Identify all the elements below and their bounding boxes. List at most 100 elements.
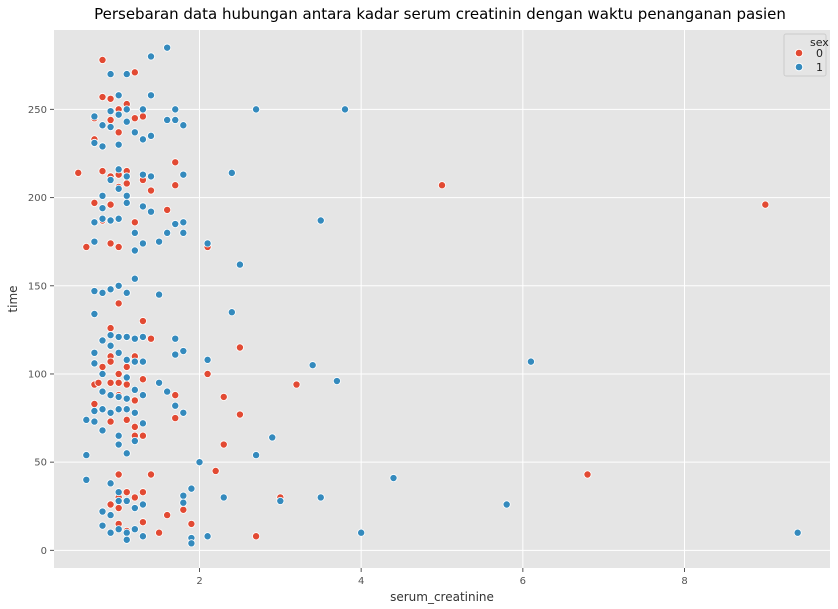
data-point-sex-1 [82,451,91,460]
data-point-sex-1 [171,105,180,114]
data-point-sex-0 [211,466,220,475]
data-points [74,43,802,548]
data-point-sex-1 [106,123,115,132]
data-point-sex-1 [90,218,99,227]
data-point-sex-0 [98,55,107,64]
data-point-sex-0 [292,380,301,389]
data-point-sex-1 [114,165,123,174]
data-point-sex-1 [98,369,107,378]
x-tick-label: 4 [358,576,364,587]
data-point-sex-1 [122,70,131,79]
data-point-sex-1 [155,237,164,246]
data-point-sex-1 [130,436,139,445]
data-point-sex-1 [82,475,91,484]
data-point-sex-0 [130,422,139,431]
data-point-sex-1 [122,332,131,341]
data-point-sex-1 [130,246,139,255]
data-point-sex-1 [793,528,802,537]
data-point-sex-1 [203,239,212,248]
data-point-sex-1 [114,332,123,341]
data-point-sex-1 [179,121,188,130]
data-point-sex-1 [122,172,131,181]
data-point-sex-0 [219,392,228,401]
data-point-sex-1 [114,525,123,534]
data-point-sex-1 [179,491,188,500]
data-point-sex-0 [583,470,592,479]
data-point-sex-1 [138,202,147,211]
data-point-sex-1 [171,220,180,229]
y-tick-label: 50 [34,458,47,469]
data-point-sex-1 [114,214,123,223]
data-point-sex-1 [122,191,131,200]
data-point-sex-0 [106,378,115,387]
data-point-sex-0 [82,242,91,251]
data-point-sex-1 [98,405,107,414]
data-point-sex-1 [146,52,155,61]
y-axis-ticks: 0 50 100 150 200 250 [28,105,54,557]
grid-lines [54,30,830,568]
data-point-sex-1 [130,525,139,534]
data-point-sex-1 [195,458,204,467]
data-point-sex-1 [130,504,139,513]
data-point-sex-1 [130,128,139,137]
data-point-sex-0 [90,198,99,207]
data-point-sex-1 [179,408,188,417]
data-point-sex-0 [114,470,123,479]
data-point-sex-0 [98,167,107,176]
plot-area [54,30,830,568]
chart-title: Persebaran data hubungan antara kadar se… [94,5,786,23]
y-tick-label: 150 [28,281,47,292]
data-point-sex-1 [171,334,180,343]
data-point-sex-1 [340,105,349,114]
data-point-sex-1 [130,357,139,366]
data-point-sex-0 [114,378,123,387]
data-point-sex-1 [90,348,99,357]
data-point-sex-1 [227,168,236,177]
data-point-sex-1 [122,198,131,207]
data-point-sex-1 [122,288,131,297]
data-point-sex-1 [106,391,115,400]
data-point-sex-1 [122,449,131,458]
data-point-sex-0 [74,168,83,177]
data-point-sex-1 [106,331,115,340]
data-point-sex-1 [332,377,341,386]
data-point-sex-1 [155,290,164,299]
data-point-sex-1 [187,539,196,548]
data-point-sex-1 [130,385,139,394]
x-axis-ticks: 2 4 6 8 [196,568,688,587]
data-point-sex-1 [114,184,123,193]
data-point-sex-0 [130,493,139,502]
data-point-sex-1 [106,408,115,417]
x-tick-label: 6 [520,576,526,587]
data-point-sex-0 [171,181,180,190]
data-point-sex-1 [122,394,131,403]
data-point-sex-1 [122,405,131,414]
data-point-sex-1 [138,105,147,114]
data-point-sex-1 [114,405,123,414]
data-point-sex-1 [90,138,99,147]
data-point-sex-0 [163,511,172,520]
data-point-sex-1 [316,216,325,225]
data-point-sex-1 [227,308,236,317]
data-point-sex-1 [357,528,366,537]
data-point-sex-0 [187,519,196,528]
data-point-sex-0 [761,200,770,209]
data-point-sex-1 [106,70,115,79]
data-point-sex-1 [155,378,164,387]
data-point-sex-1 [130,228,139,237]
data-point-sex-1 [163,115,172,124]
data-point-sex-1 [146,131,155,140]
data-point-sex-1 [122,496,131,505]
data-point-sex-1 [98,204,107,213]
data-point-sex-1 [389,474,398,483]
data-point-sex-0 [130,68,139,77]
data-point-sex-1 [122,528,131,537]
data-point-sex-0 [171,414,180,423]
data-point-sex-1 [98,521,107,530]
data-point-sex-1 [122,355,131,364]
data-point-sex-0 [106,357,115,366]
data-point-sex-1 [179,228,188,237]
data-point-sex-1 [179,170,188,179]
data-point-sex-1 [163,43,172,52]
